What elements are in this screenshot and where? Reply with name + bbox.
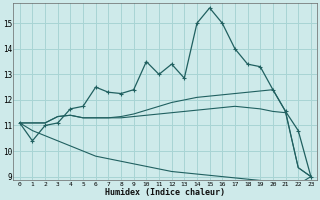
- X-axis label: Humidex (Indice chaleur): Humidex (Indice chaleur): [105, 188, 225, 197]
